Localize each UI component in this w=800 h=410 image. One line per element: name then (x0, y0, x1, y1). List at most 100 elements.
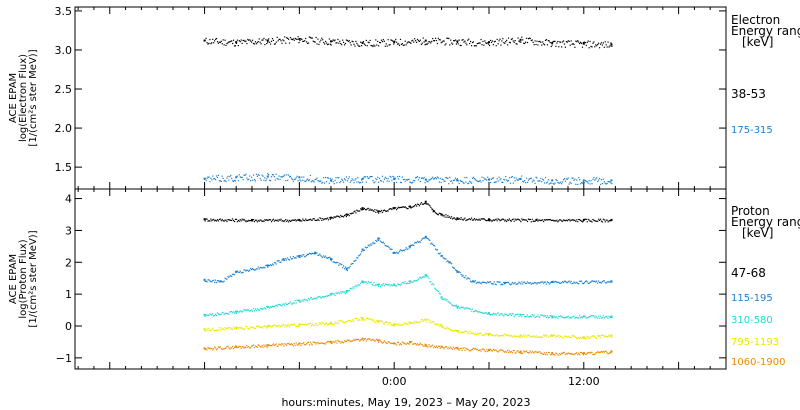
data-dot (214, 40, 216, 42)
data-point (551, 334, 554, 337)
data-dot (523, 218, 525, 221)
data-dot (283, 324, 285, 326)
data-dot (425, 43, 427, 45)
data-dot (487, 333, 489, 335)
data-dot (266, 42, 268, 45)
data-dot (584, 280, 586, 283)
data-dot (480, 38, 482, 41)
data-dot (380, 180, 383, 182)
data-dot (552, 354, 554, 356)
data-dot (345, 269, 348, 271)
data-dot (565, 336, 567, 338)
data-dot (447, 37, 449, 39)
data-dot (464, 308, 466, 310)
data-dot (449, 302, 451, 304)
data-dot (415, 279, 418, 282)
data-dot (231, 347, 233, 349)
data-dot (470, 310, 473, 312)
data-point (361, 177, 364, 180)
data-point (432, 210, 435, 213)
data-dot (536, 177, 538, 179)
data-dot (484, 281, 486, 284)
data-dot (337, 339, 339, 342)
data-dot (519, 352, 521, 354)
data-dot (474, 219, 476, 221)
data-dot (533, 44, 535, 46)
data-dot (349, 213, 351, 215)
data-dot (427, 318, 429, 321)
data-dot (512, 313, 514, 315)
data-dot (587, 282, 589, 284)
data-dot (545, 219, 548, 221)
data-dot (275, 173, 277, 175)
data-dot (233, 327, 236, 330)
data-dot (217, 174, 220, 176)
data-dot (344, 42, 347, 45)
data-dot (558, 315, 560, 318)
data-dot (324, 255, 327, 257)
data-dot (558, 354, 560, 356)
data-dot (237, 219, 239, 222)
data-dot (233, 274, 236, 276)
data-dot (589, 40, 591, 43)
data-dot (529, 315, 531, 317)
data-dot (315, 219, 317, 222)
data-dot (492, 283, 494, 285)
data-dot (262, 327, 264, 329)
data-dot (490, 178, 493, 180)
data-dot (526, 281, 529, 283)
data-dot (507, 334, 510, 336)
data-dot (306, 179, 308, 181)
data-dot (393, 43, 395, 45)
data-dot (379, 211, 382, 213)
data-dot (214, 347, 217, 349)
data-dot (388, 246, 390, 249)
data-dot (212, 175, 214, 177)
data-dot (455, 43, 458, 45)
data-dot (562, 281, 565, 284)
data-point (582, 179, 585, 182)
data-dot (523, 350, 525, 352)
series-310-580 (203, 274, 613, 320)
data-dot (330, 217, 332, 219)
data-dot (345, 340, 348, 342)
data-dot (488, 44, 491, 47)
data-dot (579, 353, 581, 356)
legend-entry: 175-315 (731, 125, 773, 136)
data-dot (288, 343, 291, 345)
data-dot (498, 314, 500, 317)
data-dot (476, 42, 478, 45)
data-dot (575, 316, 577, 319)
data-dot (474, 45, 476, 47)
y-axis-label: log(Electron Flux) (18, 54, 29, 142)
data-dot (489, 219, 492, 221)
data-dot (555, 220, 557, 222)
data-dot (228, 313, 230, 315)
data-dot (451, 42, 453, 44)
data-dot (558, 281, 560, 284)
data-dot (280, 40, 282, 42)
data-dot (532, 179, 534, 181)
data-dot (584, 179, 586, 182)
data-dot (530, 177, 532, 179)
data-dot (485, 219, 487, 222)
data-dot (582, 42, 585, 44)
data-dot (452, 304, 454, 306)
data-dot (442, 215, 444, 217)
data-dot (380, 341, 383, 343)
data-dot (423, 276, 425, 278)
data-dot (247, 346, 249, 348)
data-dot (567, 335, 569, 337)
data-dot (326, 295, 329, 297)
data-dot (275, 304, 277, 306)
data-dot (306, 42, 309, 45)
data-dot (563, 280, 566, 282)
data-dot (232, 42, 234, 45)
data-dot (437, 252, 439, 254)
data-dot (562, 317, 565, 319)
data-dot (385, 177, 387, 180)
data-dot (507, 314, 510, 317)
data-dot (240, 310, 242, 312)
data-dot (226, 278, 228, 280)
data-dot (325, 295, 328, 297)
